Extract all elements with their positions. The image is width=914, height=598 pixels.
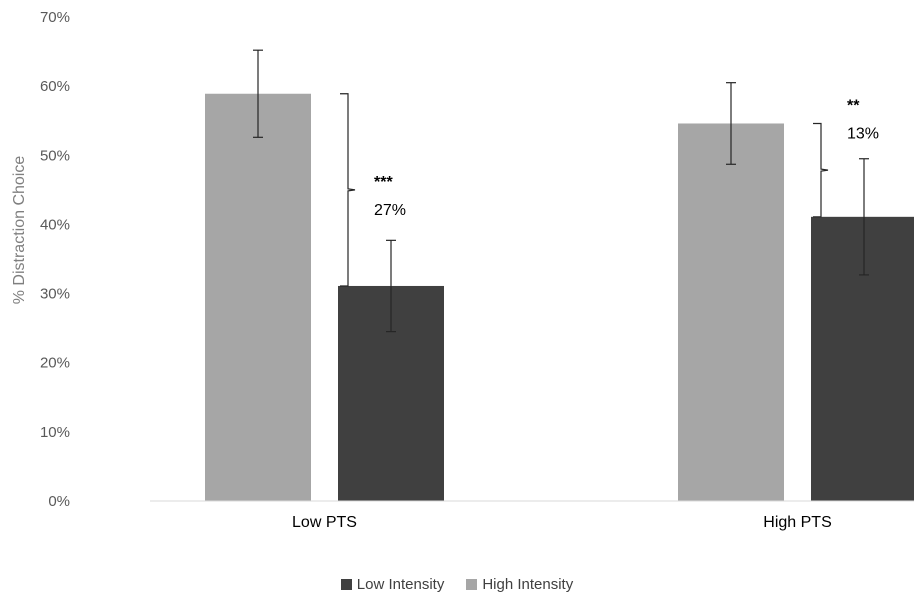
- bar-high-intensity-low-pts: [205, 93, 311, 502]
- y-axis-ticks: 0% 10% 20% 30% 40% 50% 60% 70%: [40, 9, 70, 510]
- significance-bracket: [813, 122, 829, 218]
- legend-swatch-low-intensity: [340, 579, 352, 590]
- error-bar: [386, 239, 396, 333]
- y-tick-label: 40%: [40, 216, 70, 233]
- error-bar: [859, 158, 869, 276]
- y-tick-label: 0%: [48, 493, 70, 510]
- y-axis-label: % Distraction Choice: [11, 156, 28, 305]
- bar-low-intensity-high-pts: [811, 216, 914, 501]
- legend-swatch-high-intensity: [466, 579, 478, 590]
- error-bar: [253, 49, 263, 138]
- bars: [205, 93, 914, 502]
- legend-label-low-intensity: Low Intensity: [356, 576, 445, 593]
- y-tick-label: 60%: [40, 78, 70, 95]
- legend-item-high-intensity: High Intensity: [466, 576, 573, 593]
- significance-stars: ***: [374, 174, 393, 191]
- difference-label: 13%: [847, 125, 879, 142]
- significance-bracket: [340, 93, 356, 287]
- x-category-label: High PTS: [763, 514, 831, 531]
- y-tick-label: 20%: [40, 355, 70, 372]
- significance-stars: **: [847, 97, 860, 114]
- legend-item-low-intensity: Low Intensity: [340, 576, 445, 593]
- difference-label: 27%: [374, 202, 406, 219]
- error-bars: [253, 49, 869, 333]
- error-bar: [726, 82, 736, 165]
- legend-label-high-intensity: High Intensity: [482, 576, 574, 593]
- x-axis-categories: Low PTS High PTS: [292, 514, 832, 531]
- bar-high-intensity-high-pts: [678, 123, 784, 501]
- significance-annotations: *** 27% ** 13%: [340, 93, 879, 287]
- y-tick-label: 30%: [40, 286, 70, 303]
- y-tick-label: 10%: [40, 424, 70, 441]
- y-tick-label: 50%: [40, 147, 70, 164]
- legend: Low Intensity High Intensity: [0, 576, 914, 593]
- y-tick-label: 70%: [40, 9, 70, 26]
- x-category-label: Low PTS: [292, 514, 357, 531]
